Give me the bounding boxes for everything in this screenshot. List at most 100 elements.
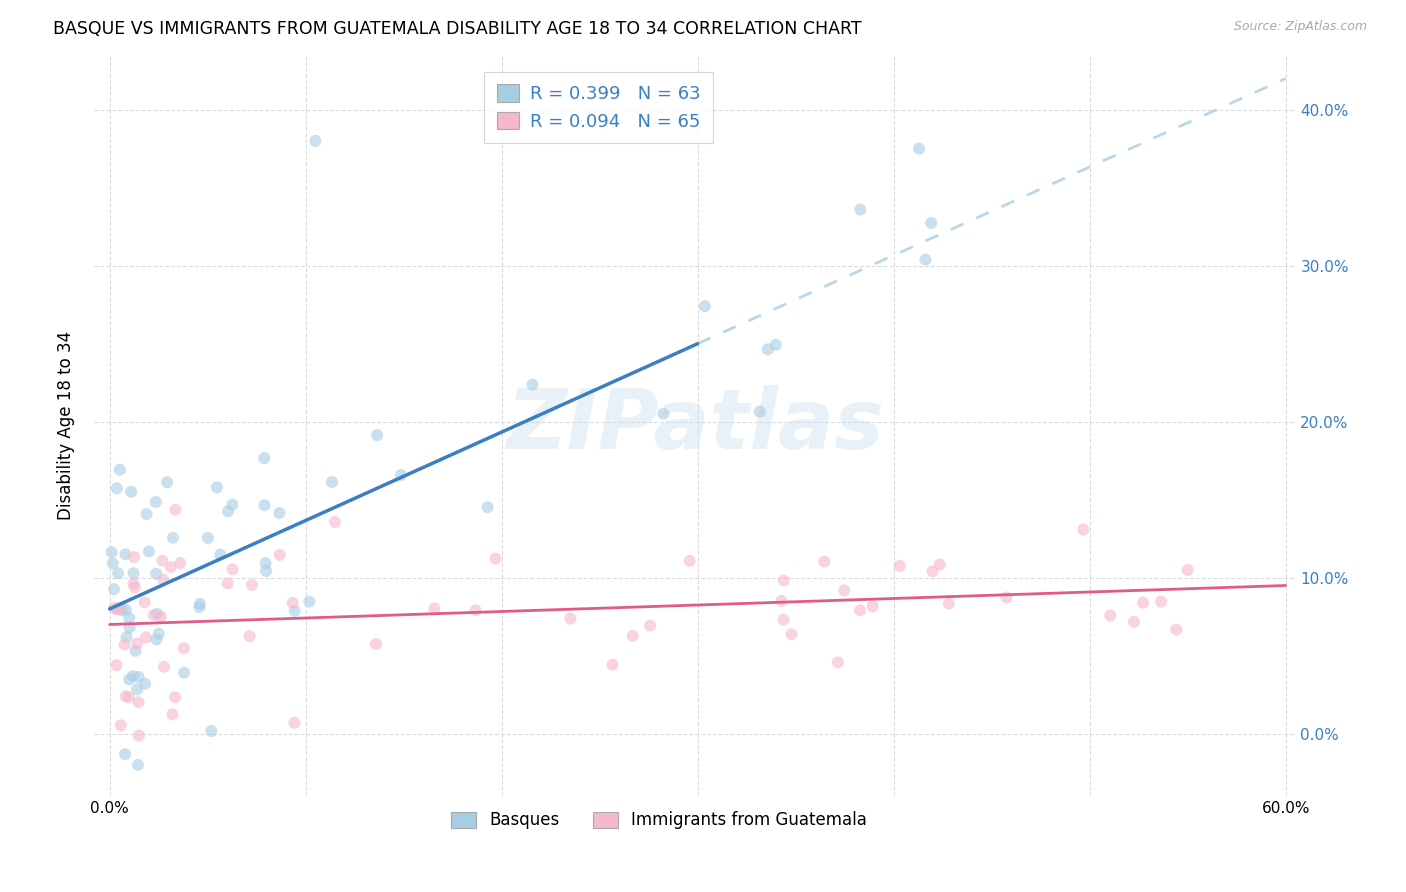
Point: [145, 632, 167, 647]
Point: [389, 468, 412, 483]
Point: [122, 550, 145, 565]
Point: [162, 531, 184, 545]
Point: [772, 612, 794, 626]
Point: [127, 682, 149, 697]
Point: [284, 604, 307, 618]
Point: [253, 451, 276, 466]
Point: [323, 515, 346, 529]
Point: [914, 252, 936, 267]
Point: [621, 629, 644, 643]
Point: [239, 629, 262, 643]
Point: [124, 644, 146, 658]
Point: [153, 660, 176, 674]
Point: [197, 531, 219, 545]
Point: [138, 544, 160, 558]
Point: [128, 729, 150, 743]
Point: [118, 621, 141, 635]
Point: [107, 566, 129, 581]
Point: [484, 551, 506, 566]
Point: [200, 724, 222, 739]
Point: [921, 564, 943, 578]
Point: [464, 603, 486, 617]
Point: [217, 504, 239, 518]
Point: [1177, 563, 1199, 577]
Point: [770, 594, 793, 608]
Point: [188, 597, 211, 611]
Point: [152, 573, 174, 587]
Point: [122, 566, 145, 581]
Point: [142, 607, 165, 622]
Point: [162, 707, 184, 722]
Point: [149, 609, 172, 624]
Point: [114, 690, 136, 704]
Point: [1099, 608, 1122, 623]
Point: [283, 715, 305, 730]
Point: [128, 670, 150, 684]
Point: [269, 548, 291, 562]
Point: [105, 602, 128, 616]
Point: [108, 463, 131, 477]
Text: ZIPatlas: ZIPatlas: [506, 385, 883, 467]
Point: [205, 480, 228, 494]
Text: BASQUE VS IMMIGRANTS FROM GUATEMALA DISABILITY AGE 18 TO 34 CORRELATION CHART: BASQUE VS IMMIGRANTS FROM GUATEMALA DISA…: [53, 20, 862, 37]
Point: [221, 498, 243, 512]
Point: [105, 658, 128, 673]
Point: [920, 216, 942, 230]
Point: [1166, 623, 1188, 637]
Point: [693, 299, 716, 313]
Point: [765, 338, 787, 352]
Point: [321, 475, 343, 489]
Point: [122, 576, 145, 591]
Point: [103, 582, 125, 596]
Point: [928, 558, 950, 572]
Point: [114, 638, 136, 652]
Point: [240, 578, 263, 592]
Point: [115, 630, 138, 644]
Point: [160, 560, 183, 574]
Point: [827, 656, 849, 670]
Point: [638, 618, 661, 632]
Point: [1123, 615, 1146, 629]
Point: [780, 627, 803, 641]
Point: [188, 599, 211, 614]
Point: [364, 637, 387, 651]
Y-axis label: Disability Age 18 to 34: Disability Age 18 to 34: [58, 331, 75, 520]
Point: [135, 631, 157, 645]
Point: [173, 641, 195, 656]
Point: [298, 594, 321, 608]
Point: [118, 611, 141, 625]
Point: [127, 636, 149, 650]
Point: [560, 612, 582, 626]
Point: [889, 558, 911, 573]
Point: [173, 665, 195, 680]
Point: [103, 601, 125, 615]
Point: [100, 545, 122, 559]
Legend: Basques, Immigrants from Guatemala: Basques, Immigrants from Guatemala: [444, 805, 873, 836]
Point: [254, 556, 277, 570]
Point: [110, 718, 132, 732]
Point: [748, 404, 770, 418]
Point: [209, 548, 232, 562]
Point: [128, 695, 150, 709]
Point: [678, 554, 700, 568]
Point: [366, 428, 388, 442]
Point: [849, 603, 872, 617]
Point: [120, 484, 142, 499]
Point: [253, 498, 276, 512]
Point: [156, 475, 179, 490]
Point: [114, 603, 136, 617]
Point: [134, 595, 156, 609]
Point: [118, 673, 141, 687]
Text: Source: ZipAtlas.com: Source: ZipAtlas.com: [1233, 20, 1367, 33]
Point: [477, 500, 499, 515]
Point: [145, 566, 167, 581]
Point: [150, 553, 173, 567]
Point: [110, 600, 132, 615]
Point: [148, 627, 170, 641]
Point: [773, 574, 796, 588]
Point: [281, 596, 304, 610]
Point: [101, 557, 124, 571]
Point: [105, 481, 128, 495]
Point: [1071, 523, 1094, 537]
Point: [832, 583, 855, 598]
